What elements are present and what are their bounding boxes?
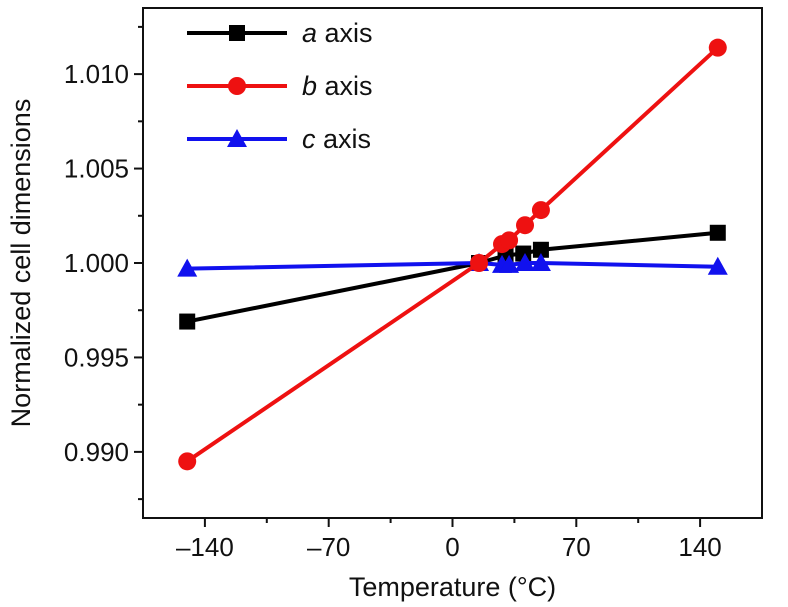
legend-label: b axis: [302, 71, 373, 101]
legend-item-b: b axis: [187, 71, 373, 101]
series-c-axis: [177, 253, 728, 277]
legend-marker: [228, 77, 246, 95]
series-line: [186, 46, 720, 463]
legend-label: c axis: [302, 124, 371, 154]
data-point-c: [515, 253, 536, 271]
legend-marker: [229, 25, 245, 41]
data-point-c: [707, 256, 728, 275]
data-point-c: [530, 253, 551, 271]
x-tick-label: 140: [678, 532, 721, 562]
series-line: [186, 230, 718, 324]
y-tick-label: 0.990: [64, 437, 129, 467]
legend-marker: [227, 129, 247, 147]
legend-item-c: c axis: [187, 124, 371, 154]
series-b-axis: [178, 38, 727, 471]
x-tick-label: –70: [307, 532, 350, 562]
x-axis-title: Temperature (°C): [349, 572, 556, 602]
x-tick-label: 0: [445, 532, 459, 562]
data-point-b: [516, 216, 535, 235]
data-point-c: [499, 254, 520, 273]
data-point-b: [708, 38, 727, 57]
data-point-b: [531, 201, 550, 220]
data-point-a: [532, 241, 549, 258]
data-point-a: [709, 224, 726, 241]
y-tick-label: 1.010: [64, 59, 129, 89]
data-point-c: [177, 258, 198, 277]
legend-item-a: a axis: [187, 18, 373, 48]
y-tick-label: 0.995: [64, 342, 129, 372]
data-point-b: [500, 231, 519, 250]
series-a-axis: [179, 224, 726, 330]
data-point-b: [470, 254, 489, 272]
data-point-b: [178, 452, 197, 471]
data-point-a: [179, 313, 196, 330]
x-tick-label: 70: [562, 532, 591, 562]
y-tick-label: 1.000: [64, 248, 129, 278]
legend-label: a axis: [302, 18, 373, 48]
y-axis-title: Normalized cell dimensions: [6, 99, 36, 428]
y-tick-label: 1.005: [64, 154, 129, 184]
x-tick-label: –140: [176, 532, 234, 562]
